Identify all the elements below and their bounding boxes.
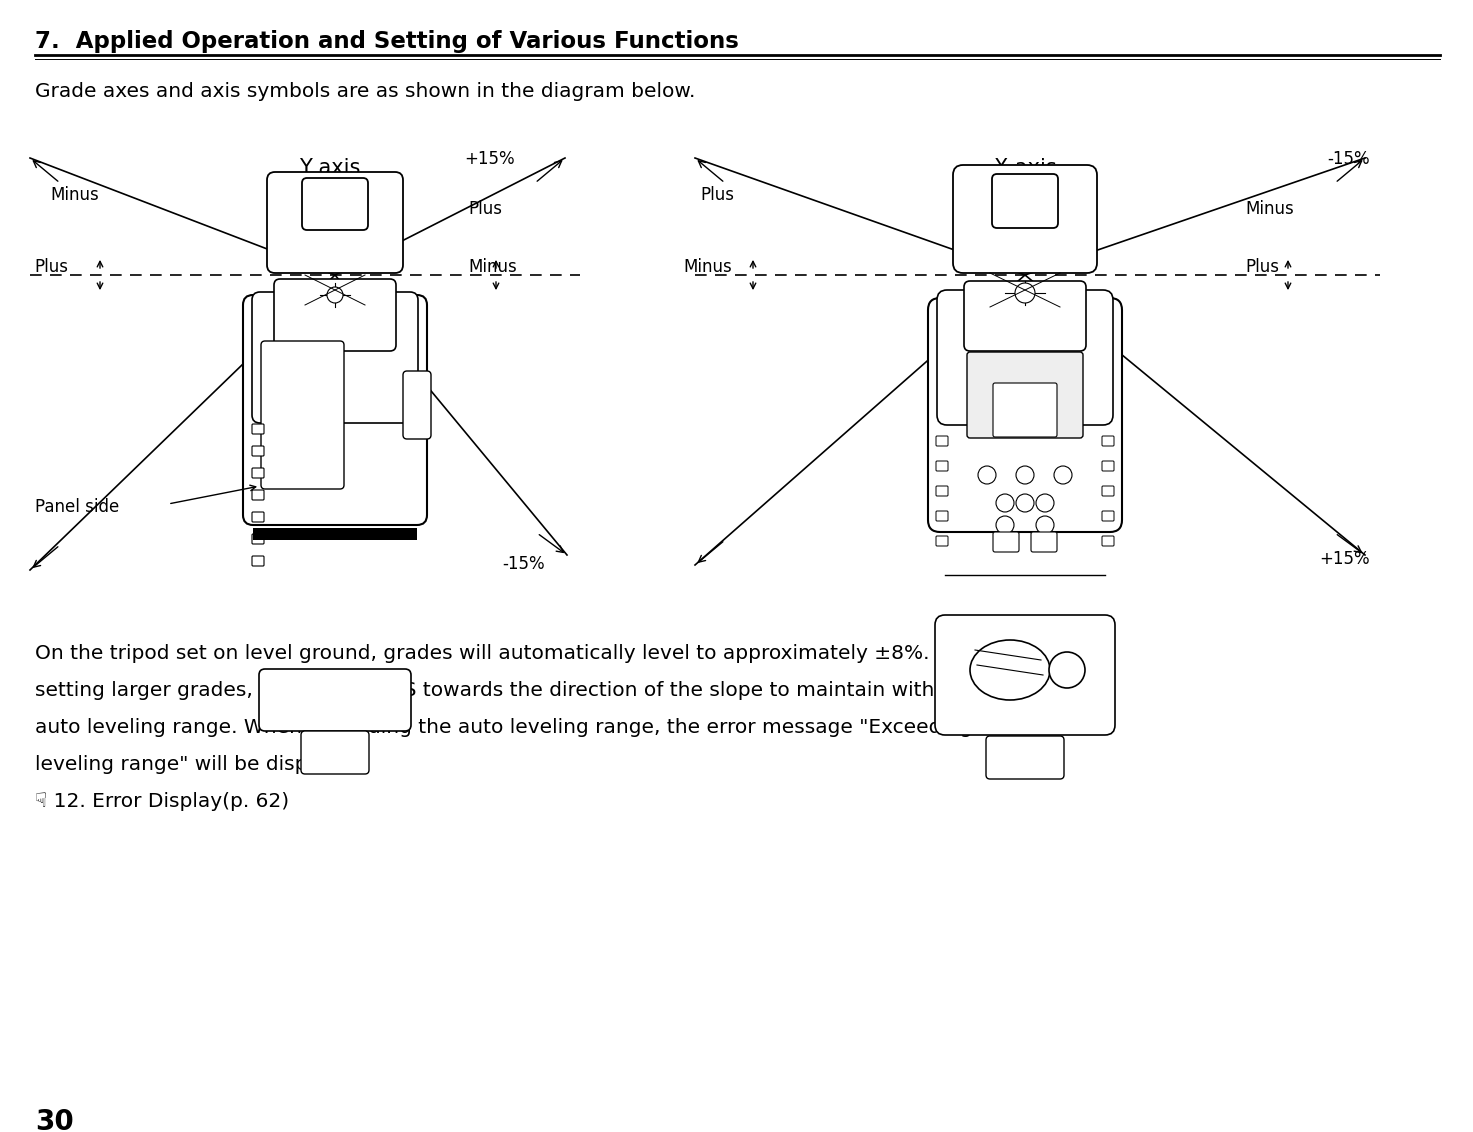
FancyBboxPatch shape (935, 535, 949, 546)
Text: On the tripod set on level ground, grades will automatically level to approximat: On the tripod set on level ground, grade… (35, 644, 994, 663)
FancyBboxPatch shape (963, 281, 1086, 351)
FancyBboxPatch shape (252, 292, 418, 423)
FancyBboxPatch shape (991, 174, 1058, 228)
FancyBboxPatch shape (274, 278, 396, 351)
Text: Plus: Plus (1245, 258, 1279, 276)
FancyBboxPatch shape (993, 532, 1019, 552)
FancyBboxPatch shape (252, 512, 264, 522)
Circle shape (327, 288, 343, 303)
FancyBboxPatch shape (252, 446, 264, 456)
Text: RL-SV2S: RL-SV2S (1005, 405, 1046, 415)
FancyBboxPatch shape (267, 172, 404, 273)
Text: auto leveling range. When exceeding the auto leveling range, the error message ": auto leveling range. When exceeding the … (35, 718, 972, 737)
FancyBboxPatch shape (261, 341, 345, 489)
Text: Plus: Plus (34, 258, 68, 276)
Circle shape (1015, 283, 1036, 303)
Circle shape (996, 494, 1013, 512)
FancyBboxPatch shape (953, 165, 1097, 273)
FancyBboxPatch shape (935, 511, 949, 521)
FancyBboxPatch shape (1102, 535, 1114, 546)
FancyBboxPatch shape (252, 556, 264, 566)
FancyBboxPatch shape (993, 383, 1058, 437)
Circle shape (1016, 466, 1034, 484)
Text: ☟ 12. Error Display(p. 62): ☟ 12. Error Display(p. 62) (35, 792, 289, 811)
Circle shape (996, 516, 1013, 534)
FancyBboxPatch shape (1102, 486, 1114, 496)
FancyBboxPatch shape (300, 731, 370, 774)
FancyBboxPatch shape (1102, 461, 1114, 471)
Text: setting larger grades, tilt the RL-SV2S towards the direction of the slope to ma: setting larger grades, tilt the RL-SV2S … (35, 681, 993, 700)
FancyBboxPatch shape (928, 298, 1122, 532)
FancyBboxPatch shape (252, 424, 264, 434)
FancyBboxPatch shape (1102, 436, 1114, 446)
FancyBboxPatch shape (935, 615, 1115, 735)
Text: Plus: Plus (468, 200, 502, 218)
FancyBboxPatch shape (252, 490, 264, 500)
Text: +15%: +15% (464, 151, 516, 168)
FancyBboxPatch shape (259, 669, 411, 731)
Text: 30: 30 (35, 1108, 74, 1132)
Text: 7.  Applied Operation and Setting of Various Functions: 7. Applied Operation and Setting of Vari… (35, 31, 739, 53)
Circle shape (1055, 466, 1072, 484)
Ellipse shape (971, 640, 1050, 700)
Text: Y axis: Y axis (299, 158, 361, 178)
Text: Minus: Minus (683, 258, 732, 276)
Text: X axis: X axis (994, 158, 1056, 178)
Text: -15%: -15% (502, 555, 545, 573)
Bar (253, 528, 417, 540)
Text: leveling range" will be displayed.: leveling range" will be displayed. (35, 755, 368, 774)
FancyBboxPatch shape (252, 534, 264, 544)
Text: +15%: +15% (1320, 550, 1370, 568)
Circle shape (1036, 494, 1055, 512)
Text: Minus: Minus (468, 258, 517, 276)
FancyBboxPatch shape (252, 468, 264, 478)
FancyBboxPatch shape (985, 736, 1064, 779)
FancyBboxPatch shape (935, 486, 949, 496)
FancyBboxPatch shape (966, 352, 1083, 438)
Text: Minus: Minus (1245, 200, 1293, 218)
Circle shape (1036, 516, 1055, 534)
Text: Minus: Minus (50, 186, 99, 204)
FancyBboxPatch shape (935, 461, 949, 471)
FancyBboxPatch shape (937, 290, 1114, 424)
FancyBboxPatch shape (935, 436, 949, 446)
Circle shape (1049, 652, 1086, 688)
Circle shape (1016, 494, 1034, 512)
Text: Panel side: Panel side (35, 498, 119, 516)
Text: Grade axes and axis symbols are as shown in the diagram below.: Grade axes and axis symbols are as shown… (35, 82, 695, 101)
Text: Plus: Plus (700, 186, 734, 204)
Circle shape (978, 466, 996, 484)
FancyBboxPatch shape (302, 178, 368, 230)
FancyBboxPatch shape (404, 371, 432, 439)
FancyBboxPatch shape (1102, 511, 1114, 521)
FancyBboxPatch shape (1031, 532, 1058, 552)
Text: -15%: -15% (1327, 151, 1370, 168)
FancyBboxPatch shape (243, 295, 427, 525)
